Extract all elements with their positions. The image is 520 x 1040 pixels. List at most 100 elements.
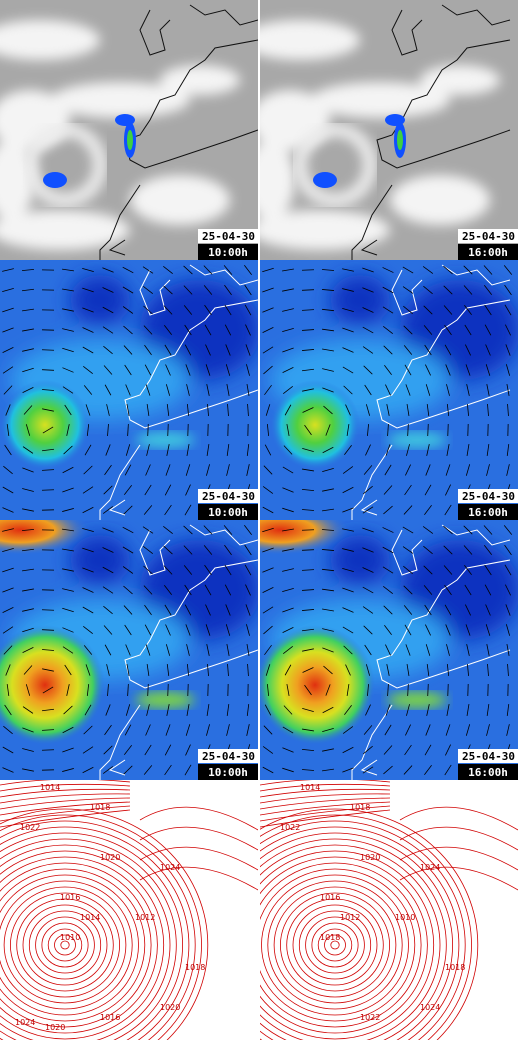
wind-arrow	[486, 724, 490, 736]
time-label: 10:00h	[208, 246, 248, 259]
precip	[385, 114, 405, 126]
wind-arrow	[226, 444, 230, 456]
isobar	[139, 846, 258, 871]
isobar-label: 1022	[280, 823, 300, 832]
wind-arrow	[163, 565, 173, 575]
wind-arrow	[362, 547, 374, 553]
coastline	[360, 759, 378, 776]
isobar	[0, 862, 152, 1028]
wind-arrow	[282, 308, 294, 312]
wind-arrow	[183, 565, 193, 575]
wind-arrow	[183, 545, 193, 555]
wind-arrow	[301, 289, 315, 291]
isobar-label: 1024	[420, 1003, 440, 1012]
wind-arrow	[2, 528, 14, 532]
coastline	[139, 9, 171, 56]
wind-arrow	[82, 307, 94, 313]
wind-arrow	[387, 423, 389, 437]
wind-arrow	[82, 746, 94, 754]
wind-arrow	[362, 527, 374, 533]
wind-arrow	[342, 607, 354, 613]
wind-arrow	[282, 327, 294, 333]
isobar	[260, 832, 453, 1040]
wind-arrow	[62, 347, 74, 353]
wind-arrow	[247, 663, 249, 677]
isobar	[139, 866, 258, 891]
isobar	[10, 892, 120, 998]
wind-arrow	[422, 266, 434, 274]
wind-arrow	[224, 564, 232, 576]
wind-arrow	[246, 364, 250, 376]
wind-arrow	[163, 525, 173, 535]
coastline	[376, 559, 511, 689]
wind-arrow	[122, 286, 134, 294]
wind-arrow	[22, 608, 34, 612]
wind-arrow	[367, 683, 369, 697]
isobar	[260, 808, 479, 1040]
wind-arrow	[443, 305, 453, 315]
wind-arrow	[425, 464, 431, 476]
wind-arrow	[2, 746, 14, 754]
wind-arrow	[301, 349, 315, 351]
isobar	[0, 880, 133, 1010]
wind-arrow	[282, 528, 294, 532]
wind-arrow	[425, 644, 431, 656]
wind-arrow	[464, 584, 472, 596]
wind-arrow	[464, 344, 472, 356]
wind-arrow	[425, 624, 431, 636]
wind-arrow	[165, 644, 171, 656]
wind-arrow	[224, 544, 232, 556]
wind-arrow	[143, 765, 153, 775]
isobar	[286, 898, 384, 992]
wind-arrow	[165, 464, 171, 476]
wind-arrow	[102, 326, 114, 334]
cloud	[390, 175, 490, 225]
wind-arrow	[144, 364, 152, 376]
wind-arrow	[124, 364, 132, 376]
wind-arrow	[463, 545, 473, 555]
wind-arrow	[423, 325, 433, 335]
wind-arrow	[41, 729, 55, 731]
isobar	[260, 797, 391, 810]
wind-arrow	[302, 388, 314, 392]
wind-arrow	[444, 584, 452, 596]
isobar-label: 1012	[340, 913, 360, 922]
wind-arrow	[184, 604, 192, 616]
wind-arrow	[423, 285, 433, 295]
wind-arrow	[406, 404, 410, 416]
wind-arrow	[484, 324, 492, 336]
wind-arrow	[226, 464, 230, 476]
wind-arrow	[484, 564, 492, 576]
wind-arrow	[206, 704, 210, 716]
wind-arrow	[264, 444, 272, 456]
wind-arrow	[426, 403, 430, 417]
precip-core	[127, 130, 133, 150]
wind-arrow	[403, 325, 413, 335]
isobar	[260, 856, 428, 1034]
wind-arrow	[246, 624, 250, 636]
wind-arrow	[122, 526, 134, 534]
isobar	[260, 809, 391, 828]
isobar-label: 1016	[100, 1013, 120, 1022]
wind-arrow	[505, 344, 511, 356]
wind-arrow	[466, 704, 470, 716]
wind-arrow	[386, 664, 390, 676]
wind-arrow	[226, 384, 230, 396]
wind-arrow	[262, 746, 274, 754]
wind-arrow	[342, 746, 354, 754]
wind-arrow	[382, 326, 394, 334]
coastline	[376, 39, 511, 169]
wind-arrow	[105, 704, 111, 716]
wind-arrow	[466, 644, 470, 656]
wind-arrow	[42, 686, 54, 694]
wind-arrow	[126, 664, 130, 676]
wind-arrow	[464, 564, 472, 576]
wind-arrow	[367, 423, 369, 437]
time-label: 10:00h	[208, 506, 248, 519]
wind-arrow	[63, 445, 73, 455]
date-label: 25-04-30	[462, 750, 515, 763]
wind-arrow	[384, 724, 392, 736]
cyclone	[260, 625, 375, 745]
isobar	[0, 856, 158, 1034]
wind-arrow	[402, 286, 414, 294]
